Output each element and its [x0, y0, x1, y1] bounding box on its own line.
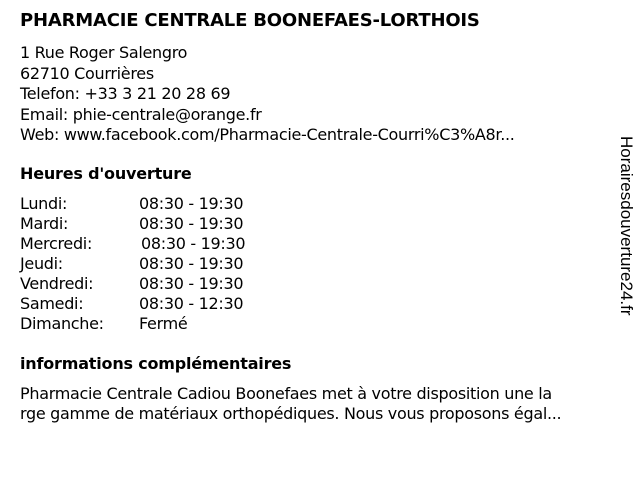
hours-row: Mercredi: 08:30 - 19:30 [20, 234, 246, 254]
website: Web: www.facebook.com/Pharmacie-Centrale… [20, 125, 515, 144]
day: Vendredi: [20, 274, 94, 293]
watermark: Horairesdouverture24.fr [617, 136, 636, 316]
day: Mercredi: [20, 234, 93, 253]
phone: Telefon: +33 3 21 20 28 69 [20, 84, 231, 103]
day: Dimanche: [20, 314, 104, 333]
hours-row: Jeudi: 08:30 - 19:30 [20, 254, 245, 274]
info-heading: informations complémentaires [20, 354, 292, 373]
hours-row: Samedi: 08:30 - 12:30 [20, 294, 245, 314]
hours-heading: Heures d'ouverture [20, 164, 192, 183]
info-line: rge gamme de matériaux orthopédiques. No… [20, 404, 562, 423]
hours-table: Lundi: 08:30 - 19:30 Mardi: 08:30 - 19:30 … [20, 194, 246, 334]
contact-info: 1 Rue Roger Salengro 62710 Courrières Te… [20, 43, 515, 146]
time: 08:30 - 19:30 [139, 214, 244, 233]
page-title: PHARMACIE CENTRALE BOONEFAES-LORTHOIS [20, 10, 480, 31]
time: 08:30 - 19:30 [141, 234, 246, 253]
info-line: Pharmacie Centrale Cadiou Boonefaes met … [20, 384, 552, 403]
hours-row: Lundi: 08:30 - 19:30 [20, 194, 245, 214]
time: Fermé [139, 314, 188, 333]
hours-row: Dimanche: Fermé [20, 314, 245, 334]
time: 08:30 - 12:30 [139, 294, 244, 313]
info-text: Pharmacie Centrale Cadiou Boonefaes met … [20, 384, 632, 424]
hours-row: Mardi: 08:30 - 19:30 [20, 214, 245, 234]
day: Jeudi: [20, 254, 63, 273]
hours-row: Vendredi: 08:30 - 19:30 [20, 274, 245, 294]
email: Email: phie-centrale@orange.fr [20, 104, 262, 124]
day: Lundi: [20, 194, 68, 213]
day: Samedi: [20, 294, 84, 313]
time: 08:30 - 19:30 [139, 274, 244, 293]
street: 1 Rue Roger Salengro [20, 43, 188, 62]
time: 08:30 - 19:30 [139, 194, 244, 213]
time: 08:30 - 19:30 [139, 254, 244, 273]
city: 62710 Courrières [20, 63, 154, 83]
day: Mardi: [20, 214, 69, 233]
